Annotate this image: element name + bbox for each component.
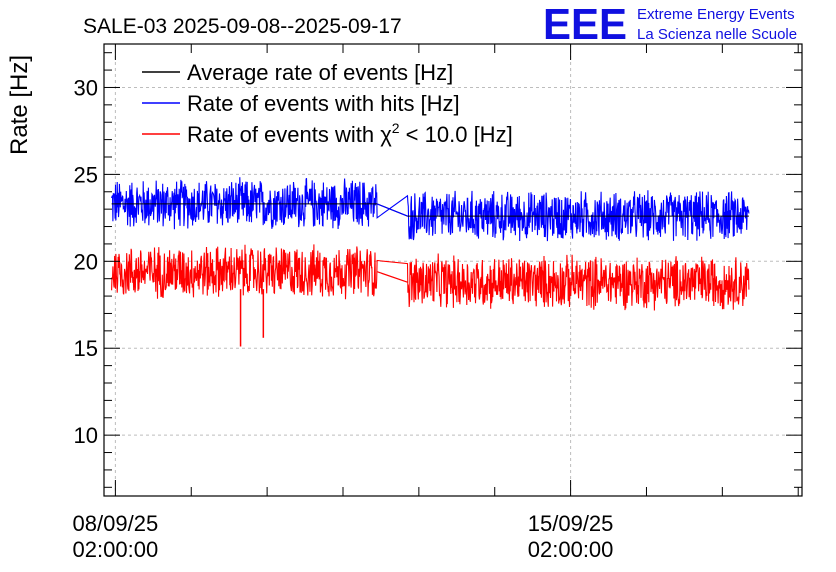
x-tick-label-time: 02:00:00	[528, 537, 614, 562]
axes	[103, 43, 803, 497]
series-hits-line	[111, 177, 750, 242]
y-tick-label: 25	[74, 162, 98, 187]
legend-label-hits: Rate of events with hits [Hz]	[187, 91, 460, 116]
x-tick-label-date: 15/09/25	[528, 511, 614, 536]
logo-mark: EEE	[543, 0, 627, 49]
legend-chi2-suffix: < 10.0 [Hz]	[400, 122, 513, 147]
eee-logo: EEE Extreme Energy Events La Scienza nel…	[543, 0, 797, 49]
series-gap-connector	[376, 203, 408, 217]
tick-labels: 101520253008/09/2502:00:0015/09/2502:00:…	[73, 75, 614, 562]
y-tick-label: 10	[74, 423, 98, 448]
y-axis-label: Rate [Hz]	[6, 55, 33, 155]
legend-label-average: Average rate of events [Hz]	[187, 60, 453, 85]
logo-line1: Extreme Energy Events	[637, 6, 795, 23]
logo-line2: La Scienza nelle Scuole	[637, 26, 797, 43]
y-tick-label: 15	[74, 336, 98, 361]
plot-frame	[103, 43, 803, 497]
y-tick-label: 30	[74, 75, 98, 100]
legend-label-chi2: Rate of events with χ2 < 10.0 [Hz]	[187, 120, 513, 147]
chart-title: SALE-03 2025-09-08--2025-09-17	[83, 15, 402, 38]
series-layer	[111, 177, 750, 347]
x-tick-label-date: 08/09/25	[73, 511, 159, 536]
series-gap-connector	[376, 271, 408, 283]
y-tick-label: 20	[74, 249, 98, 274]
legend-chi2-prefix: Rate of events with χ	[187, 122, 392, 147]
series-chi2-line	[111, 244, 750, 311]
legend: Average rate of events [Hz] Rate of even…	[142, 60, 513, 147]
legend-chi2-sup: 2	[392, 120, 400, 136]
x-tick-label-time: 02:00:00	[73, 537, 159, 562]
